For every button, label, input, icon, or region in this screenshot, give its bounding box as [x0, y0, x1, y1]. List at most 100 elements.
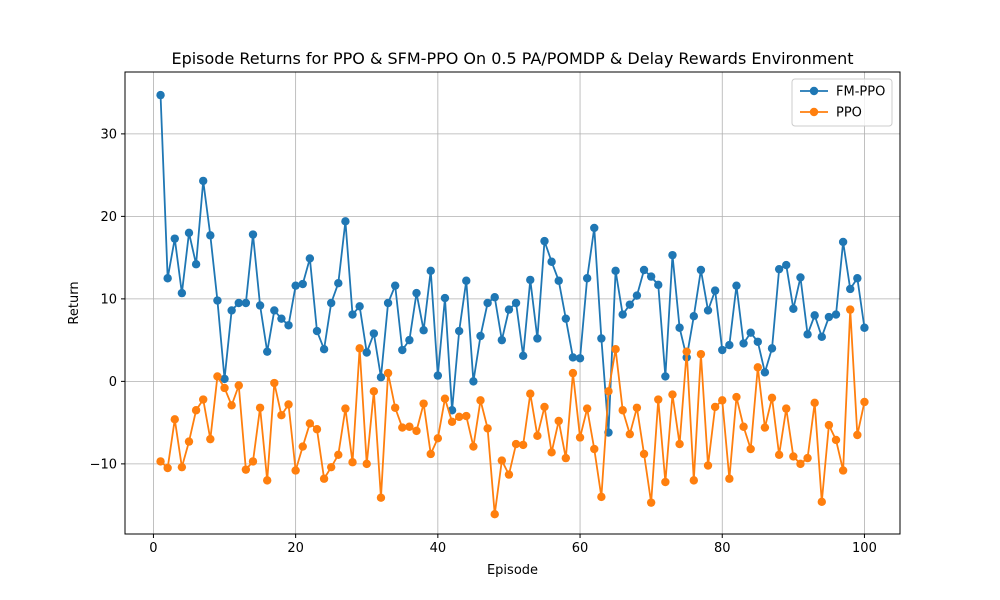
data-point [291, 466, 300, 475]
data-point [383, 368, 393, 378]
data-point [206, 231, 215, 240]
data-point [582, 274, 592, 283]
data-point [824, 420, 834, 430]
data-point [447, 417, 457, 426]
data-point [732, 281, 741, 290]
data-point [625, 300, 635, 309]
data-point [831, 310, 841, 319]
x-tick-label: 0 [149, 541, 157, 556]
data-point [597, 334, 606, 343]
data-point [703, 461, 713, 470]
data-point [654, 280, 663, 290]
data-point [440, 394, 450, 403]
data-point [703, 306, 713, 315]
data-point [483, 298, 492, 308]
data-point [646, 498, 656, 507]
legend-marker [809, 86, 819, 96]
data-point [220, 383, 229, 393]
data-point [661, 477, 670, 487]
data-point [526, 389, 535, 398]
x-tick-label: 80 [714, 541, 731, 556]
legend-item: PPO [800, 106, 862, 121]
data-point [184, 228, 194, 238]
data-point [227, 306, 236, 315]
data-point [639, 265, 649, 275]
data-point [782, 404, 791, 413]
legend-label: FM-PPO [836, 85, 885, 100]
legend-label: PPO [836, 106, 862, 121]
data-point [376, 373, 386, 382]
data-point [326, 462, 336, 472]
data-point [227, 401, 236, 410]
data-point [646, 272, 656, 281]
data-point [170, 234, 179, 243]
data-point [263, 476, 272, 485]
data-point [298, 279, 307, 289]
data-point [191, 406, 201, 415]
data-point [590, 223, 599, 233]
data-point [710, 286, 720, 295]
data-point [326, 298, 336, 308]
data-point [760, 423, 770, 432]
data-point [540, 236, 549, 246]
data-point [739, 422, 748, 431]
data-point [305, 419, 315, 428]
data-point [390, 281, 400, 290]
data-point [497, 335, 507, 345]
data-point [163, 274, 172, 283]
data-point [803, 453, 812, 463]
data-point [362, 459, 371, 469]
data-point [241, 298, 251, 308]
x-axis-label: Episode [487, 563, 538, 578]
data-point [696, 265, 706, 275]
data-point [213, 372, 222, 381]
x-tick-label: 40 [430, 541, 447, 556]
data-point [611, 345, 620, 354]
data-point [746, 444, 755, 454]
legend-items: FM-PPO PPO [800, 85, 885, 121]
data-point [533, 431, 542, 441]
data-point [284, 321, 293, 330]
data-point [440, 293, 450, 303]
data-point [277, 411, 286, 420]
data-point [682, 347, 691, 356]
data-point [462, 411, 471, 421]
data-point [518, 351, 528, 360]
data-point [206, 434, 215, 444]
data-point [774, 264, 784, 274]
data-point [774, 450, 784, 459]
data-point [476, 396, 485, 405]
series-line [159, 308, 866, 516]
data-point [611, 266, 620, 276]
data-point [497, 456, 507, 465]
data-point [504, 470, 514, 479]
data-point [767, 393, 777, 403]
data-point [739, 339, 748, 348]
data-point [312, 425, 322, 434]
data-point [746, 328, 755, 337]
data-point [462, 276, 471, 285]
data-point [689, 312, 699, 321]
data-point [376, 493, 386, 502]
series-line [159, 95, 866, 434]
data-point [689, 476, 699, 485]
data-point [604, 387, 613, 396]
data-point [618, 310, 627, 319]
data-point [454, 412, 464, 422]
y-tick-label: 30 [100, 127, 117, 142]
data-point [796, 459, 805, 469]
data-point [355, 344, 364, 353]
data-point [369, 387, 379, 396]
x-tick-label: 20 [287, 541, 304, 556]
data-point [177, 288, 187, 298]
data-point [454, 326, 464, 336]
data-point [760, 368, 770, 377]
data-point [824, 312, 834, 322]
data-point [412, 288, 421, 298]
data-point [476, 331, 485, 341]
data-point [191, 260, 201, 269]
data-point [390, 403, 400, 412]
data-point [547, 448, 556, 457]
data-point [298, 442, 307, 451]
data-point [853, 274, 862, 283]
